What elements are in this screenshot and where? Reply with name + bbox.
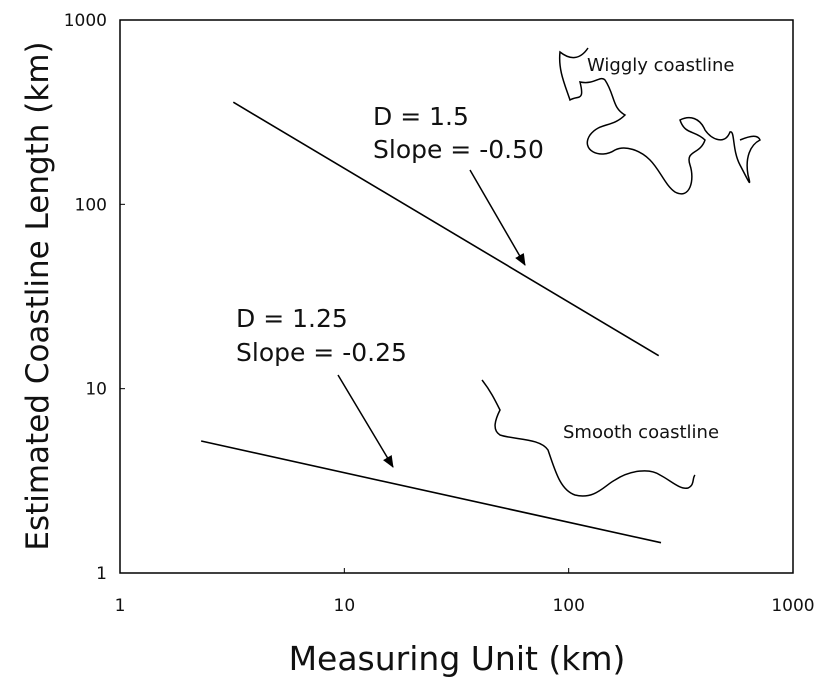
x-axis-label: Measuring Unit (km) [289, 639, 626, 677]
annotation: D = 1.25 [236, 304, 348, 333]
wiggly-coastline-sketch [558, 47, 761, 195]
x-tick-label: 10 [334, 596, 356, 616]
annotation: Slope = -0.25 [236, 338, 407, 367]
annotation: Smooth coastline [563, 422, 719, 443]
annotation: D = 1.5 [373, 102, 469, 131]
y-axis-label: Estimated Coastline Length (km) [20, 41, 56, 550]
y-tick-label: 1 [96, 564, 107, 584]
y-tick-label: 100 [75, 195, 107, 215]
x-tick-label: 1000 [771, 596, 814, 616]
y-tick-label: 1000 [64, 11, 107, 31]
annotation: Slope = -0.50 [373, 135, 544, 164]
data-line [200, 440, 662, 544]
annotation: Wiggly coastline [587, 55, 735, 76]
smooth-coastline-sketch [481, 379, 696, 497]
x-tick-label: 1 [115, 596, 126, 616]
annotation-arrow [337, 374, 394, 468]
plot-frame [119, 19, 794, 574]
data-line [232, 101, 660, 357]
annotation-arrow [469, 169, 526, 266]
y-tick-label: 10 [85, 380, 107, 400]
x-tick-label: 100 [552, 596, 584, 616]
